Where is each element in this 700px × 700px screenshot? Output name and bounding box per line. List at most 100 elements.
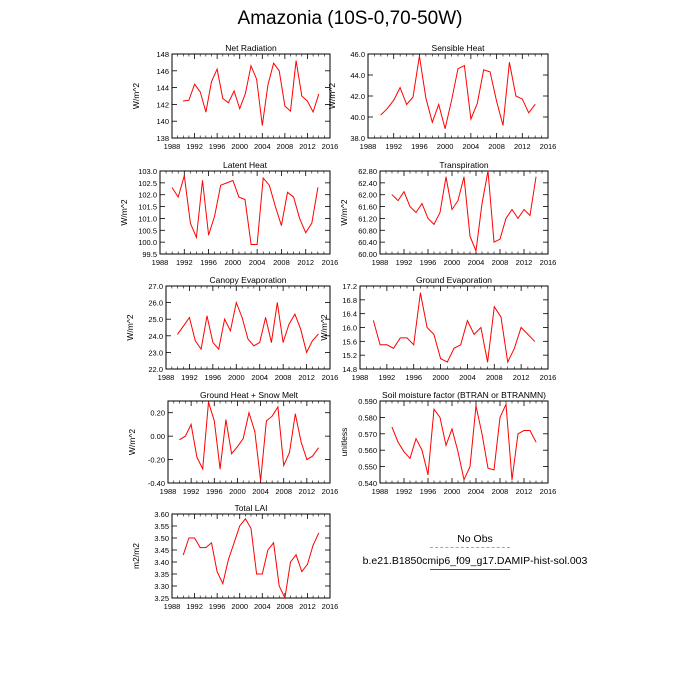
data-point: [282, 342, 284, 343]
plot-frame: [379, 170, 549, 255]
data-point: [451, 428, 453, 430]
y-tick-label: 24.0: [148, 332, 163, 341]
chart-title: Transpiration: [439, 160, 489, 170]
data-point: [527, 334, 529, 335]
data-point: [281, 225, 282, 226]
data-point: [190, 424, 192, 425]
y-tick-label: 27.0: [148, 282, 163, 291]
data-point: [393, 347, 394, 349]
data-point: [318, 532, 320, 534]
y-tick-label: 0.590: [358, 397, 377, 406]
series-line: [171, 175, 319, 245]
x-tick-label: 1992: [396, 487, 413, 496]
y-tick-label: 0.20: [150, 409, 165, 418]
data-point: [244, 93, 246, 94]
data-point: [194, 537, 195, 539]
data-point: [233, 90, 235, 92]
y-tick-label: 15.6: [342, 337, 357, 346]
data-point: [284, 597, 286, 599]
data-point: [194, 340, 196, 342]
x-tick-label: 2016: [540, 487, 557, 496]
data-point: [233, 542, 235, 544]
data-point: [535, 441, 537, 443]
data-point: [273, 542, 274, 544]
series-line: [177, 300, 319, 354]
y-tick-label: 0.560: [358, 446, 377, 455]
x-tick-label: 2012: [299, 602, 316, 611]
x-tick-label: 1988: [164, 602, 181, 611]
x-tick-label: 1992: [181, 373, 198, 382]
x-tick-label: 1996: [205, 373, 222, 382]
x-tick-label: 2012: [297, 258, 314, 267]
y-axis-label: W/m^2: [327, 83, 337, 109]
x-tick-label: 2004: [463, 142, 480, 151]
data-point: [199, 91, 201, 93]
data-point: [517, 218, 519, 219]
y-tick-label: 101.5: [138, 203, 157, 212]
y-axis-label: m2/m2: [131, 543, 141, 569]
data-point: [439, 417, 441, 418]
data-point: [262, 177, 264, 179]
chart-title: Total LAI: [234, 503, 267, 513]
x-tick-label: 2008: [275, 487, 292, 496]
data-point: [514, 347, 515, 349]
data-point: [183, 325, 184, 327]
data-point: [445, 444, 447, 446]
data-point: [520, 327, 522, 328]
y-tick-label: 3.60: [154, 510, 169, 519]
x-tick-label: 2004: [252, 487, 269, 496]
chart-panel-7: Ground Heat + Snow Melt W/m^2 1988 1992 1996…: [127, 390, 338, 496]
data-point: [212, 342, 214, 343]
x-tick-label: 2012: [514, 142, 531, 151]
data-point: [502, 125, 504, 126]
x-tick-label: 2008: [277, 142, 294, 151]
data-point: [267, 84, 269, 86]
y-tick-label: 103.0: [138, 167, 157, 176]
data-point: [277, 406, 279, 408]
x-tick-label: 2012: [516, 487, 533, 496]
x-tick-label: 2016: [322, 602, 339, 611]
x-tick-label: 1988: [372, 258, 389, 267]
y-tick-label: 102.5: [138, 179, 157, 188]
data-point: [237, 446, 238, 448]
y-tick-label: 102.0: [138, 191, 157, 200]
data-point: [194, 83, 195, 85]
x-tick-label: 2004: [249, 258, 266, 267]
data-point: [182, 100, 184, 102]
data-point: [445, 176, 447, 178]
data-point: [415, 212, 417, 213]
page-title: Amazonia (10S-0,70-50W): [237, 8, 463, 29]
data-point: [301, 95, 303, 97]
data-point: [444, 128, 446, 129]
data-point: [421, 203, 423, 205]
x-tick-label: 2012: [299, 142, 316, 151]
data-point: [220, 184, 222, 186]
y-tick-label: 60.40: [358, 238, 377, 247]
data-point: [256, 78, 258, 80]
data-point: [427, 474, 429, 476]
data-point: [317, 187, 319, 189]
x-tick-label: 2016: [322, 487, 339, 496]
y-tick-label: 3.45: [154, 546, 169, 555]
data-point: [481, 203, 483, 205]
y-tick-label: 14.8: [342, 365, 357, 374]
data-point: [287, 191, 288, 193]
series-line: [380, 56, 536, 129]
data-point: [301, 571, 303, 572]
x-tick-label: 2008: [275, 373, 292, 382]
y-tick-label: 3.30: [154, 582, 169, 591]
x-tick-label: 1988: [152, 258, 169, 267]
data-point: [409, 206, 411, 207]
data-point: [300, 328, 302, 330]
data-point: [290, 110, 291, 112]
chart-panel-5: Canopy Evaporation W/m^2 1988 1992 1996 2000 2…: [125, 275, 338, 382]
data-point: [403, 191, 405, 193]
x-tick-label: 1988: [372, 487, 389, 496]
legend-line-model: [430, 569, 510, 570]
data-point: [419, 55, 420, 57]
data-point: [534, 104, 536, 105]
data-point: [228, 102, 229, 104]
data-point: [397, 441, 399, 443]
data-point: [312, 340, 313, 342]
